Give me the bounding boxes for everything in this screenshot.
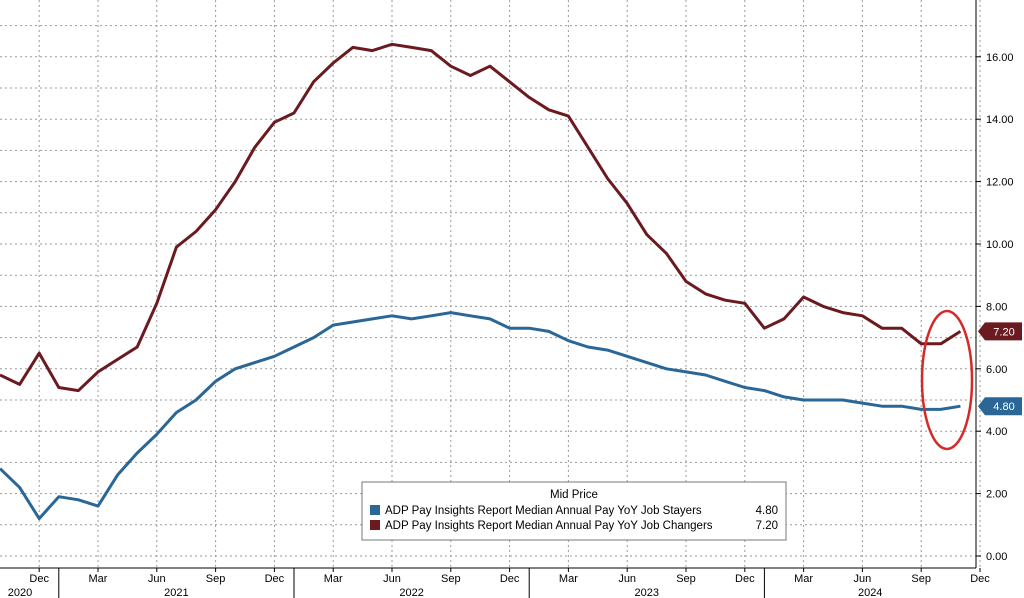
y-tick-label: 8.00 bbox=[986, 301, 1007, 313]
series-layer bbox=[0, 42, 962, 521]
y-tick-label: 12.00 bbox=[986, 177, 1014, 189]
legend-title: Mid Price bbox=[550, 489, 598, 501]
series-line-1 bbox=[0, 42, 962, 393]
y-tick-label: 0.00 bbox=[986, 551, 1007, 563]
x-tick-label: Dec bbox=[29, 573, 49, 585]
x-tick-label: Dec bbox=[735, 573, 755, 585]
legend-swatch-job-changers bbox=[370, 520, 380, 530]
year-label: 2021 bbox=[164, 587, 188, 598]
annotation-layer bbox=[920, 309, 974, 451]
year-label: 2023 bbox=[635, 587, 659, 598]
x-tick-label: Mar bbox=[794, 573, 813, 585]
last-value-label-0: 4.80 bbox=[993, 401, 1014, 413]
x-tick-label: Sep bbox=[441, 573, 461, 585]
legend-value-job-stayers: 4.80 bbox=[756, 505, 778, 517]
legend-box bbox=[361, 481, 787, 541]
legend-value-job-changers: 7.20 bbox=[756, 520, 778, 532]
legend-label-job-changers: ADP Pay Insights Report Median Annual Pa… bbox=[385, 520, 713, 532]
x-tick-label: Mar bbox=[89, 573, 108, 585]
y-tick-label: 10.00 bbox=[986, 239, 1014, 251]
x-tick-label: Dec bbox=[265, 573, 285, 585]
year-label: 2024 bbox=[858, 587, 882, 598]
y-tick-label: 4.00 bbox=[986, 426, 1007, 438]
y-tick-label: 16.00 bbox=[986, 52, 1014, 64]
x-tick-label: Sep bbox=[676, 573, 696, 585]
series-line-0 bbox=[0, 311, 961, 521]
y-tick-label: 2.00 bbox=[986, 489, 1007, 501]
x-tick-label: Jun bbox=[618, 573, 636, 585]
y-tick-label: 6.00 bbox=[986, 364, 1007, 376]
year-label: 2022 bbox=[399, 587, 423, 598]
x-tick-label: Mar bbox=[324, 573, 343, 585]
last-value-tag-0 bbox=[978, 397, 1022, 416]
legend: Mid Price ADP Pay Insights Report Median… bbox=[361, 481, 787, 541]
x-tick-label: Jun bbox=[383, 573, 401, 585]
x-tick-label: Dec bbox=[970, 573, 990, 585]
x-tick-label: Sep bbox=[911, 573, 931, 585]
year-label: 2020 bbox=[8, 587, 32, 598]
last-value-label-1: 7.20 bbox=[993, 326, 1014, 338]
highlight-ellipse bbox=[920, 309, 974, 451]
legend-label-job-stayers: ADP Pay Insights Report Median Annual Pa… bbox=[385, 505, 702, 517]
x-tick-label: Mar bbox=[559, 573, 578, 585]
x-tick-label: Jun bbox=[854, 573, 872, 585]
legend-swatch-job-stayers bbox=[370, 505, 380, 515]
y-tick-label: 14.00 bbox=[986, 114, 1014, 126]
x-tick-label: Jun bbox=[148, 573, 166, 585]
x-tick-label: Dec bbox=[500, 573, 520, 585]
x-tick-label: Sep bbox=[206, 573, 226, 585]
last-value-tag-1 bbox=[978, 322, 1022, 341]
